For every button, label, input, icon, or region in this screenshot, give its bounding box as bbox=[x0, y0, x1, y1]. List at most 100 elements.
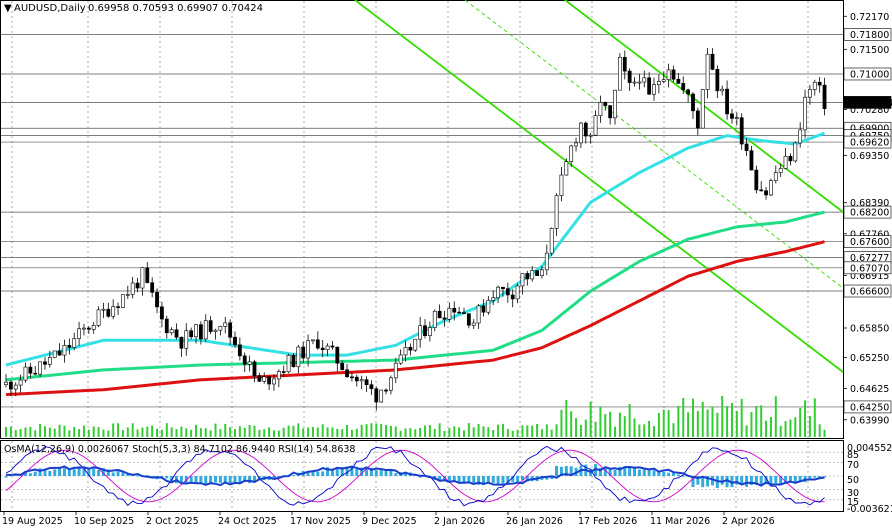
volume-bar bbox=[648, 421, 651, 437]
volume-bar bbox=[774, 396, 777, 437]
candle-body bbox=[447, 307, 452, 320]
osma-bar bbox=[374, 470, 378, 476]
candle-body bbox=[691, 93, 695, 112]
osma-bar bbox=[671, 472, 675, 476]
volume-bar bbox=[224, 423, 227, 437]
osma-bar bbox=[481, 476, 485, 486]
candle-body bbox=[320, 347, 325, 350]
volume-bar bbox=[394, 426, 397, 437]
osma-bar bbox=[389, 469, 393, 476]
volume-bar bbox=[687, 412, 690, 437]
candle-body bbox=[67, 345, 72, 348]
candle-body bbox=[661, 79, 666, 82]
volume-bar bbox=[63, 425, 66, 437]
volume-bar bbox=[24, 427, 27, 437]
volume-bar bbox=[657, 412, 660, 437]
date-tick-label: 2 Apr 2026 bbox=[722, 516, 775, 527]
osma-bar bbox=[818, 476, 822, 478]
candle-body bbox=[686, 89, 691, 95]
osma-bar bbox=[384, 470, 388, 476]
candle-body bbox=[486, 300, 491, 313]
date-tick-label: 11 Mar 2026 bbox=[650, 516, 710, 527]
osma-bar bbox=[511, 476, 515, 482]
osma-bar bbox=[452, 476, 456, 482]
candle-body bbox=[744, 143, 749, 151]
volume-bar bbox=[404, 428, 407, 437]
volume-bar bbox=[414, 429, 417, 437]
candle-body bbox=[111, 306, 116, 317]
candle-body bbox=[466, 313, 471, 326]
osma-bar bbox=[97, 469, 101, 476]
candle-body bbox=[101, 308, 106, 311]
candle-body bbox=[160, 306, 164, 320]
date-tick-label: 17 Nov 2025 bbox=[290, 516, 351, 527]
header-arrow-icon: ▼ bbox=[4, 3, 12, 14]
candle-body bbox=[393, 362, 398, 379]
candle-body bbox=[218, 326, 223, 331]
candle-body bbox=[208, 320, 213, 332]
candle-body bbox=[759, 189, 764, 192]
osma-bar bbox=[769, 476, 773, 487]
candle-body bbox=[8, 381, 13, 390]
candle-body bbox=[457, 311, 462, 314]
price-tick-label: 0.65850 bbox=[850, 324, 889, 335]
osma-bar bbox=[33, 471, 37, 476]
osma-bar bbox=[340, 467, 344, 476]
candle-body bbox=[822, 84, 827, 109]
volume-bars bbox=[5, 395, 826, 437]
osma-bar bbox=[598, 467, 602, 476]
osma-bar bbox=[496, 476, 500, 486]
osc-axis-label: -0.003621 bbox=[847, 504, 892, 515]
candle-body bbox=[671, 69, 676, 80]
candle-body bbox=[476, 305, 481, 324]
volume-bar bbox=[789, 419, 792, 437]
candle-body bbox=[23, 366, 28, 381]
candle-body bbox=[213, 329, 218, 332]
candle-body bbox=[676, 78, 681, 84]
osma-bar bbox=[676, 474, 680, 476]
osma-bar bbox=[272, 476, 276, 479]
osma-bar bbox=[706, 476, 710, 487]
osma-bar bbox=[808, 476, 812, 479]
candle-body bbox=[496, 286, 500, 299]
volume-bar bbox=[185, 428, 188, 437]
osc-axis-label: 0.0045527 bbox=[847, 443, 892, 454]
volume-bar bbox=[555, 424, 558, 437]
level-tag-label: 0.69620 bbox=[850, 138, 889, 149]
candle-body bbox=[778, 168, 783, 173]
date-tick-label: 9 Dec 2025 bbox=[362, 516, 417, 527]
osma-bar bbox=[58, 467, 62, 476]
candle-body bbox=[515, 285, 520, 300]
volume-bar bbox=[672, 423, 675, 437]
candle-body bbox=[681, 83, 686, 91]
candle-body bbox=[652, 84, 656, 95]
candle-body bbox=[730, 113, 734, 119]
candle-body bbox=[418, 325, 423, 340]
osma-bar bbox=[48, 470, 52, 476]
date-tick-label: 26 Jan 2026 bbox=[506, 516, 563, 527]
volume-bar bbox=[68, 430, 71, 437]
volume-bar bbox=[643, 424, 646, 437]
volume-bar bbox=[750, 412, 753, 437]
level-tag-box bbox=[843, 96, 892, 109]
osma-bar bbox=[438, 476, 442, 480]
volume-bar bbox=[438, 423, 441, 437]
volume-bar bbox=[48, 427, 51, 437]
candle-body bbox=[359, 379, 364, 382]
osma-bar bbox=[418, 476, 422, 478]
volume-bar bbox=[214, 423, 217, 437]
osma-bar bbox=[121, 472, 125, 476]
candle-body bbox=[666, 69, 671, 80]
symbol-label: AUDUSD,Daily bbox=[14, 3, 86, 14]
volume-bar bbox=[506, 428, 509, 437]
osma-bar bbox=[477, 476, 481, 485]
candle-body bbox=[710, 53, 715, 70]
osma-bar bbox=[467, 476, 471, 483]
volume-bar bbox=[818, 424, 821, 437]
osma-bar bbox=[462, 476, 466, 483]
volume-bar bbox=[277, 430, 280, 437]
candle-body bbox=[242, 355, 247, 365]
volume-bar bbox=[112, 423, 115, 437]
candle-body bbox=[13, 384, 18, 390]
volume-bar bbox=[677, 405, 680, 437]
